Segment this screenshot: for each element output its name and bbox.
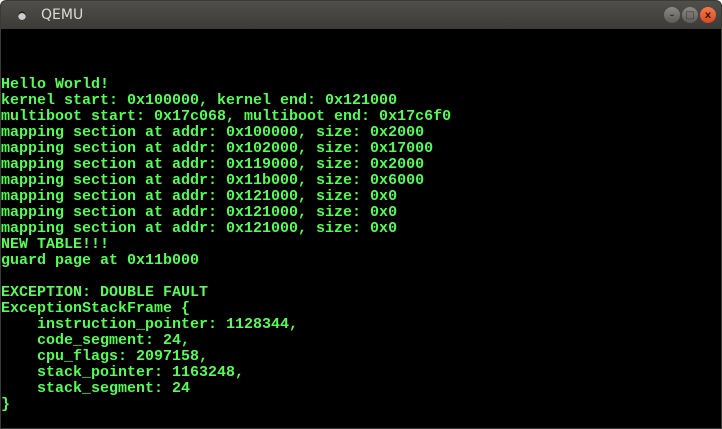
console-line: mapping section at addr: 0x121000, size:… (1, 220, 398, 237)
console-line: stack_pointer: 1163248, (1, 364, 245, 381)
console-line: Hello World! (1, 76, 110, 93)
console-line: mapping section at addr: 0x119000, size:… (1, 156, 425, 173)
close-button[interactable]: x (700, 7, 716, 23)
console-line: mapping section at addr: 0x100000, size:… (1, 124, 425, 141)
window-title: QEMU (41, 7, 84, 23)
title-bar[interactable]: QEMU – □ x (1, 1, 721, 29)
console-line: stack_segment: 24 (1, 380, 191, 397)
vga-console[interactable]: Hello World! kernel start: 0x100000, kern… (1, 29, 721, 428)
console-line: mapping section at addr: 0x11b000, size:… (1, 172, 425, 189)
console-line (1, 269, 721, 285)
console-line: cpu_flags: 2097158, (1, 348, 209, 365)
qemu-app-icon (18, 10, 26, 20)
console-line: code_segment: 24, (1, 332, 191, 349)
console-line: ExceptionStackFrame { (1, 300, 191, 317)
console-line: NEW TABLE!!! (1, 236, 110, 253)
console-line: kernel start: 0x100000, kernel end: 0x12… (1, 92, 398, 109)
console-line: guard page at 0x11b000 (1, 252, 200, 269)
maximize-button[interactable]: □ (682, 7, 698, 23)
console-line: EXCEPTION: DOUBLE FAULT (1, 284, 209, 301)
window-controls: – □ x (664, 7, 716, 23)
console-line: instruction_pointer: 1128344, (1, 316, 299, 333)
minimize-button[interactable]: – (664, 7, 680, 23)
console-line: multiboot start: 0x17c068, multiboot end… (1, 108, 452, 125)
console-line: } (1, 396, 11, 413)
console-line: mapping section at addr: 0x121000, size:… (1, 188, 398, 205)
console-line: mapping section at addr: 0x102000, size:… (1, 140, 434, 157)
console-line: mapping section at addr: 0x121000, size:… (1, 204, 398, 221)
